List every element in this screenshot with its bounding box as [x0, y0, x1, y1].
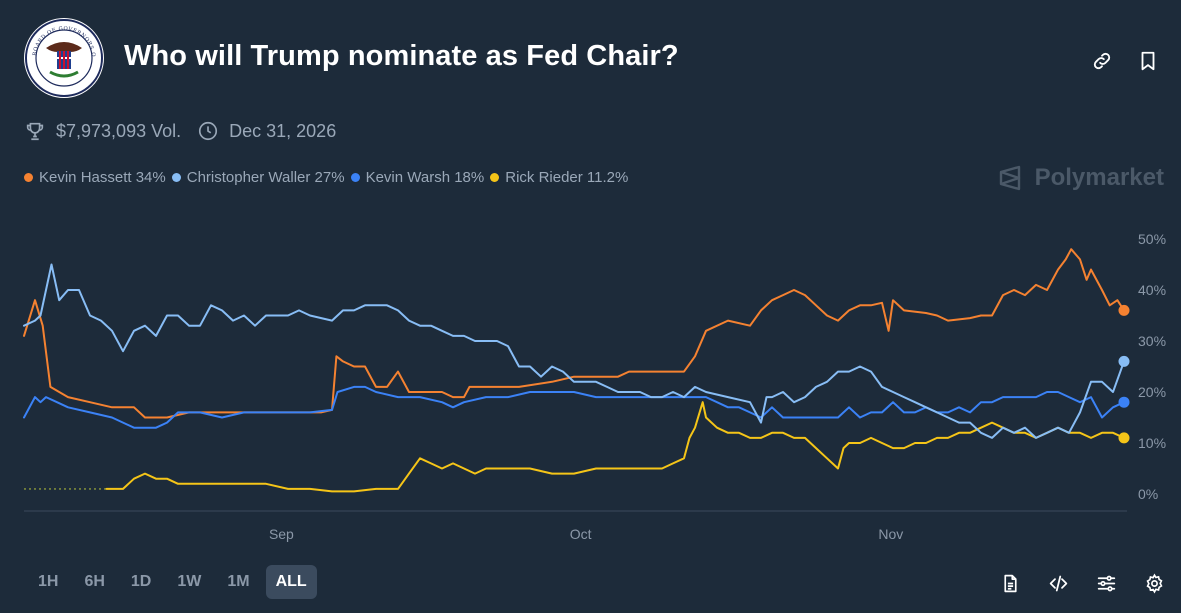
rules-button[interactable] [997, 570, 1023, 596]
bookmark-icon [1141, 51, 1155, 71]
series-line-kevin-warsh [23, 385, 1125, 429]
range-6h[interactable]: 6H [84, 573, 105, 590]
page-title: Who will Trump nominate as Fed Chair? [124, 40, 679, 72]
end-date-text: Dec 31, 2026 [229, 120, 337, 141]
y-tick-label: 50% [1138, 231, 1166, 247]
embed-button[interactable] [1045, 570, 1071, 596]
time-range-selector: 1H 6H 1D 1W 1M ALL [28, 565, 317, 599]
copy-link-button[interactable] [1089, 48, 1115, 74]
y-tick-label: 10% [1138, 435, 1166, 451]
series-line-rick-rieder [105, 401, 1125, 493]
legend-entry: Rick Rieder 11.2% [490, 169, 628, 186]
x-tick-label: Nov [878, 526, 903, 542]
trophy-icon [24, 120, 46, 142]
legend-entry: Kevin Hassett 34% [24, 169, 166, 186]
range-1w[interactable]: 1W [177, 573, 202, 590]
series-endpoint-kevin-warsh [1118, 396, 1130, 408]
brand-name: Polymarket [1034, 164, 1164, 191]
chart-legend: Kevin Hassett 34% Christopher Waller 27%… [24, 169, 634, 186]
fed-seal-logo: BOARD OF GOVERNORS OF THE FEDERAL RESERV… [24, 18, 104, 98]
range-1d[interactable]: 1D [130, 573, 152, 590]
document-icon [1003, 574, 1017, 592]
clock-icon [197, 120, 219, 142]
legend-dot [490, 173, 500, 182]
legend-label: Kevin Hassett 34% [39, 169, 166, 186]
gear-icon [1146, 573, 1162, 593]
range-all[interactable]: ALL [265, 565, 317, 599]
legend-dot [171, 173, 181, 182]
code-icon [1049, 575, 1067, 591]
filters-button[interactable] [1093, 570, 1119, 596]
y-tick-label: 0% [1138, 486, 1158, 502]
polymarket-logo-icon [999, 165, 1020, 191]
link-icon [1093, 52, 1111, 70]
sliders-icon [1097, 575, 1115, 591]
legend-dot [24, 173, 33, 182]
series-endpoint-kevin-hassett [1118, 304, 1130, 316]
legend-label: Kevin Warsh 18% [365, 169, 485, 186]
y-tick-label: 30% [1138, 333, 1166, 349]
legend-dot [350, 173, 360, 182]
y-tick-label: 20% [1138, 384, 1166, 400]
legend-entry: Christopher Waller 27% [171, 169, 345, 186]
series-endpoint-rick-rieder [1118, 432, 1130, 444]
settings-button[interactable] [1141, 570, 1167, 596]
x-tick-label: Oct [570, 526, 592, 542]
y-tick-label: 40% [1138, 282, 1166, 298]
bookmark-button[interactable] [1135, 48, 1161, 74]
x-tick-label: Sep [269, 526, 294, 542]
legend-label: Rick Rieder 11.2% [505, 169, 629, 186]
polymarket-brand: Polymarket [997, 164, 1164, 192]
legend-entry: Kevin Warsh 18% [350, 169, 485, 186]
series-endpoint-christopher-waller [1118, 355, 1130, 367]
legend-label: Christopher Waller 27% [186, 169, 345, 186]
volume-text: $7,973,093 Vol. [56, 120, 182, 141]
range-1h[interactable]: 1H [38, 573, 59, 590]
range-1m[interactable]: 1M [227, 573, 250, 590]
series-line-christopher-waller [23, 263, 1125, 439]
